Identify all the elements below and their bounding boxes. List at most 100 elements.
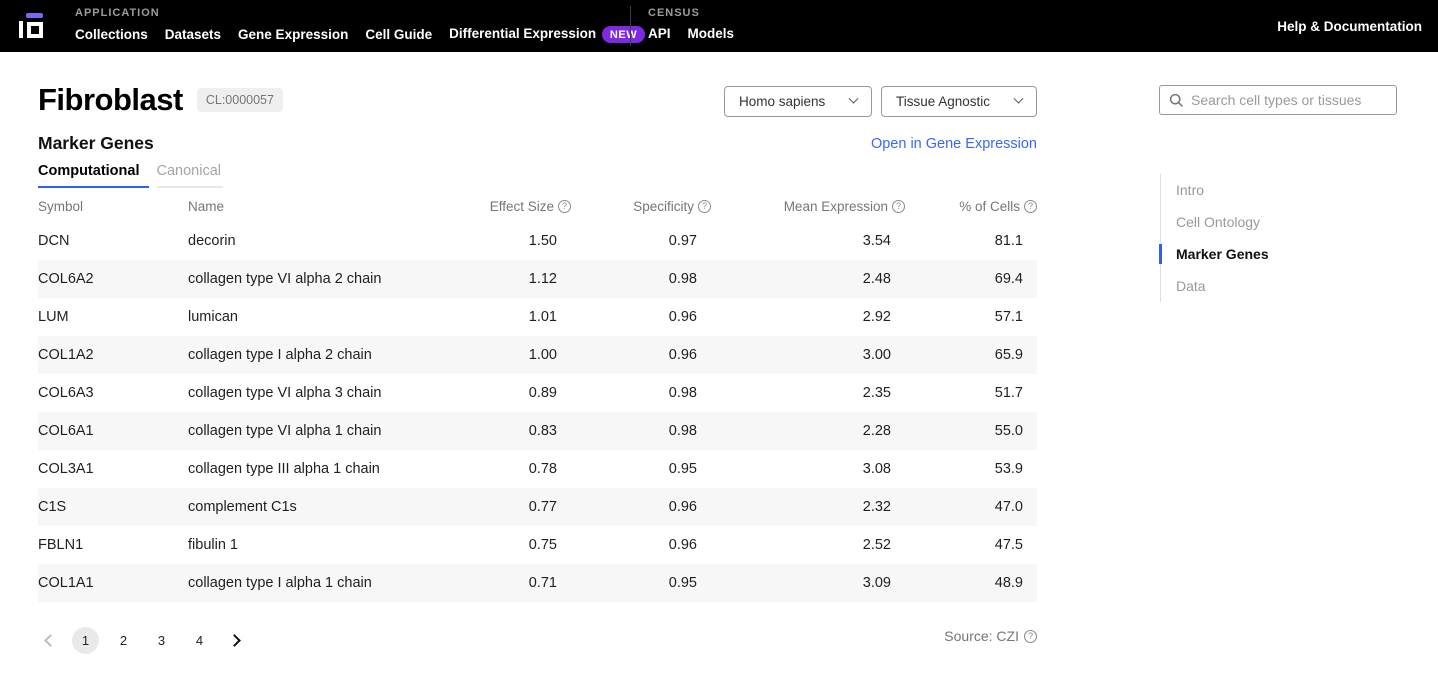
gene-name: lumican bbox=[188, 309, 238, 325]
page-button-4[interactable]: 4 bbox=[195, 633, 204, 648]
pct-cells-value: 81.1 bbox=[994, 233, 1023, 249]
mean-expression-value: 3.09 bbox=[862, 575, 891, 591]
active-section-indicator bbox=[1159, 244, 1162, 264]
gene-symbol: C1S bbox=[38, 499, 67, 515]
effect-size-value: 0.83 bbox=[528, 423, 557, 439]
column-header-mean-expression: Mean Expression ? bbox=[711, 199, 905, 214]
tab-canonical[interactable]: Canonical bbox=[156, 163, 223, 188]
specificity-value: 0.96 bbox=[668, 309, 697, 325]
marker-genes-heading: Marker Genes bbox=[38, 133, 154, 153]
mean-expression-value: 2.48 bbox=[862, 271, 891, 287]
pct-cells-value: 57.1 bbox=[994, 309, 1023, 325]
table-row[interactable]: COL1A1 collagen type I alpha 1 chain 0.7… bbox=[38, 564, 1037, 602]
column-header-effect-size: Effect Size ? bbox=[431, 199, 571, 214]
table-row[interactable]: COL1A2 collagen type I alpha 2 chain 1.0… bbox=[38, 336, 1037, 374]
pct-cells-value: 47.0 bbox=[994, 499, 1023, 515]
page-title: Fibroblast bbox=[38, 82, 183, 117]
specificity-value: 0.96 bbox=[668, 499, 697, 515]
pct-cells-value: 55.0 bbox=[994, 423, 1023, 439]
table-header-row: Symbol Name Effect Size ? Specificity ? … bbox=[38, 190, 1037, 222]
gene-name: collagen type I alpha 1 chain bbox=[188, 575, 372, 591]
table-row[interactable]: COL6A2 collagen type VI alpha 2 chain 1.… bbox=[38, 260, 1037, 298]
toc-item-data[interactable]: Data bbox=[1176, 278, 1206, 294]
nav-item-cell-guide[interactable]: Cell Guide bbox=[365, 27, 433, 42]
page-button-1[interactable]: 1 bbox=[72, 627, 99, 654]
chevron-down-icon bbox=[848, 93, 859, 104]
help-tooltip-icon[interactable]: ? bbox=[1024, 199, 1037, 213]
pct-cells-value: 47.5 bbox=[994, 537, 1023, 553]
gene-name: complement C1s bbox=[188, 499, 297, 515]
help-tooltip-icon[interactable]: ? bbox=[892, 199, 905, 213]
nav-item-gene-expression[interactable]: Gene Expression bbox=[238, 27, 349, 42]
table-row[interactable]: COL6A3 collagen type VI alpha 3 chain 0.… bbox=[38, 374, 1037, 412]
marker-genes-tabs: Computational Canonical bbox=[38, 163, 223, 188]
help-tooltip-icon[interactable]: ? bbox=[558, 199, 571, 213]
mean-expression-value: 2.28 bbox=[862, 423, 891, 439]
gene-symbol: COL6A3 bbox=[38, 385, 94, 401]
table-row[interactable]: C1S complement C1s 0.77 0.96 2.32 47.0 bbox=[38, 488, 1037, 526]
mean-expression-value: 2.35 bbox=[862, 385, 891, 401]
specificity-value: 0.96 bbox=[668, 347, 697, 363]
effect-size-value: 1.01 bbox=[528, 309, 557, 325]
table-row[interactable]: LUM lumican 1.01 0.96 2.92 57.1 bbox=[38, 298, 1037, 336]
effect-size-value: 0.77 bbox=[528, 499, 557, 515]
toc-item-marker-genes[interactable]: Marker Genes bbox=[1159, 238, 1400, 270]
mean-expression-value: 2.92 bbox=[862, 309, 891, 325]
tissue-dropdown[interactable]: Tissue Agnostic bbox=[881, 86, 1037, 117]
search-input[interactable] bbox=[1191, 92, 1387, 108]
nav-item-datasets[interactable]: Datasets bbox=[164, 27, 222, 42]
cellxgene-logo-icon[interactable] bbox=[12, 9, 46, 43]
toc-item-cell-ontology[interactable]: Cell Ontology bbox=[1176, 214, 1261, 230]
gene-name: collagen type VI alpha 2 chain bbox=[188, 271, 382, 287]
gene-name: fibulin 1 bbox=[188, 537, 238, 553]
title-row: Fibroblast CL:0000057 bbox=[38, 82, 283, 118]
gene-name: collagen type I alpha 2 chain bbox=[188, 347, 372, 363]
table-row[interactable]: DCN decorin 1.50 0.97 3.54 81.1 bbox=[38, 222, 1037, 260]
tab-computational[interactable]: Computational bbox=[38, 163, 149, 188]
mean-expression-value: 3.08 bbox=[862, 461, 891, 477]
gene-name: collagen type VI alpha 1 chain bbox=[188, 423, 382, 439]
species-dropdown[interactable]: Homo sapiens bbox=[724, 86, 872, 117]
census-group-label: CENSUS bbox=[648, 7, 700, 19]
search-box[interactable] bbox=[1159, 85, 1397, 115]
help-tooltip-icon[interactable]: ? bbox=[1024, 629, 1037, 643]
column-header-symbol: Symbol bbox=[38, 198, 84, 214]
help-tooltip-icon[interactable]: ? bbox=[698, 199, 711, 213]
gene-symbol: DCN bbox=[38, 233, 70, 249]
page-table-of-contents: Intro Cell Ontology Marker Genes Data bbox=[1159, 174, 1400, 302]
specificity-value: 0.95 bbox=[668, 461, 697, 477]
effect-size-value: 1.00 bbox=[528, 347, 557, 363]
mean-expression-value: 2.32 bbox=[862, 499, 891, 515]
open-in-gene-expression-link[interactable]: Open in Gene Expression bbox=[870, 136, 1037, 152]
marker-genes-table: Symbol Name Effect Size ? Specificity ? … bbox=[38, 190, 1037, 602]
help-documentation-link[interactable]: Help & Documentation bbox=[1277, 18, 1422, 34]
toc-item-intro[interactable]: Intro bbox=[1176, 182, 1205, 198]
new-badge: NEW bbox=[601, 26, 646, 43]
effect-size-value: 0.75 bbox=[528, 537, 557, 553]
application-group-label: APPLICATION bbox=[75, 7, 160, 19]
specificity-value: 0.97 bbox=[668, 233, 697, 249]
chevron-down-icon bbox=[1013, 93, 1024, 104]
nav-item-differential-expression[interactable]: Differential Expression NEW bbox=[449, 26, 646, 43]
specificity-value: 0.96 bbox=[668, 537, 697, 553]
page-button-2[interactable]: 2 bbox=[119, 633, 128, 648]
next-page-icon[interactable] bbox=[228, 634, 241, 647]
pct-cells-value: 65.9 bbox=[994, 347, 1023, 363]
specificity-value: 0.98 bbox=[668, 423, 697, 439]
table-row[interactable]: FBLN1 fibulin 1 0.75 0.96 2.52 47.5 bbox=[38, 526, 1037, 564]
previous-page-icon[interactable] bbox=[44, 634, 57, 647]
pct-cells-value: 69.4 bbox=[994, 271, 1023, 287]
effect-size-value: 0.89 bbox=[528, 385, 557, 401]
nav-item-models[interactable]: Models bbox=[687, 26, 735, 41]
gene-symbol: LUM bbox=[38, 309, 69, 325]
effect-size-value: 1.12 bbox=[528, 271, 557, 287]
search-icon bbox=[1169, 93, 1183, 107]
table-row[interactable]: COL6A1 collagen type VI alpha 1 chain 0.… bbox=[38, 412, 1037, 450]
nav-item-api[interactable]: API bbox=[648, 26, 671, 41]
effect-size-value: 0.71 bbox=[528, 575, 557, 591]
nav-divider bbox=[630, 6, 631, 46]
table-row[interactable]: COL3A1 collagen type III alpha 1 chain 0… bbox=[38, 450, 1037, 488]
mean-expression-value: 3.00 bbox=[862, 347, 891, 363]
page-button-3[interactable]: 3 bbox=[157, 633, 166, 648]
nav-item-collections[interactable]: Collections bbox=[75, 27, 148, 42]
